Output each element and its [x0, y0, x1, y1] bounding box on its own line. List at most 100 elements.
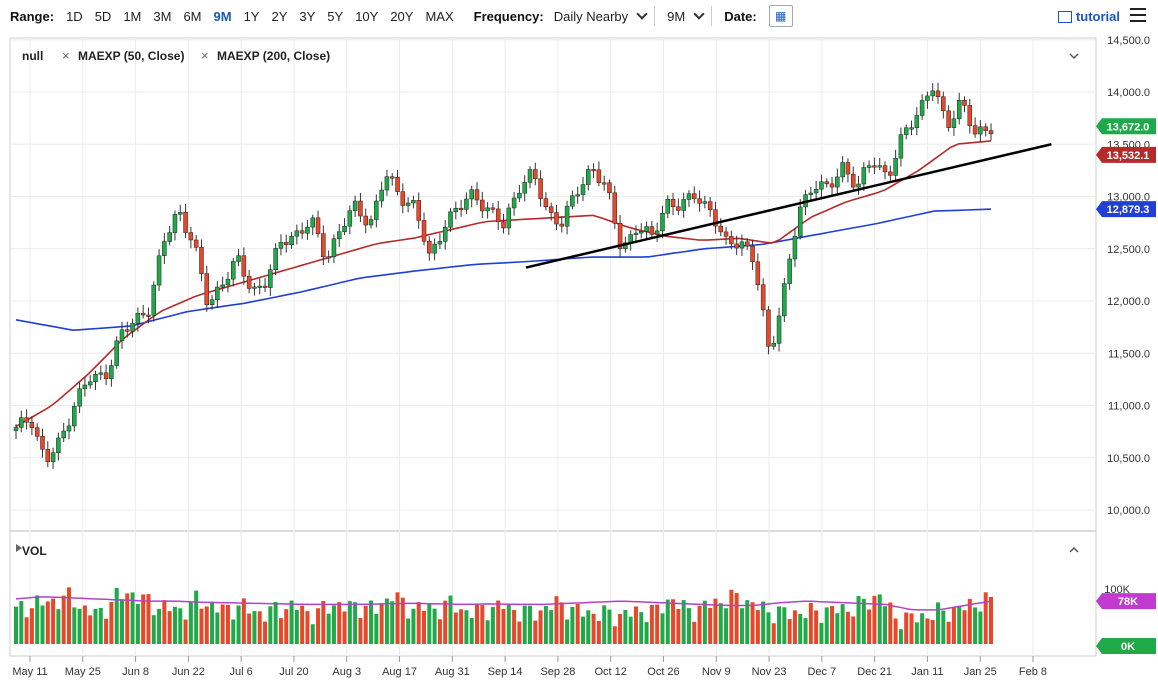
x-tick-label: Feb 8: [1019, 666, 1047, 678]
frequency-select[interactable]: Daily Nearby: [554, 8, 648, 24]
candle-body: [19, 417, 24, 428]
candle-body: [824, 181, 829, 185]
volume-bar: [475, 603, 480, 644]
candle-body: [490, 207, 496, 210]
calendar-icon[interactable]: ▦: [768, 5, 793, 27]
range-button-1m[interactable]: 1M: [123, 8, 142, 24]
volume-bar: [225, 604, 230, 644]
range-button-1y[interactable]: 1Y: [243, 8, 260, 24]
candle-body: [866, 165, 872, 168]
candle-body: [162, 241, 167, 257]
volume-bar: [898, 629, 903, 644]
candle-body: [755, 261, 761, 285]
candle-body: [930, 90, 935, 97]
volume-bar: [877, 594, 882, 644]
candle-body: [29, 422, 35, 428]
candle-body: [760, 284, 766, 311]
volume-bar: [549, 610, 554, 644]
volume-bar: [655, 604, 660, 644]
range-button-3m[interactable]: 3M: [153, 8, 172, 24]
candle-body: [723, 231, 729, 237]
range-button-max[interactable]: MAX: [425, 8, 454, 24]
volume-bar: [755, 610, 760, 644]
expand-chevron-icon[interactable]: [1069, 546, 1079, 553]
volume-bar: [284, 609, 289, 644]
candle-body: [315, 217, 321, 234]
volume-bar: [273, 602, 278, 644]
volume-bar: [951, 606, 956, 644]
volume-bar: [845, 611, 850, 644]
range-button-5y[interactable]: 5Y: [327, 8, 344, 24]
candle-body: [707, 201, 713, 210]
volume-bar: [872, 595, 877, 644]
candle-body: [278, 242, 284, 249]
candle-body: [183, 211, 188, 233]
volume-bar: [66, 587, 71, 644]
x-tick-label: Dec 7: [807, 666, 836, 678]
candle-body: [389, 176, 395, 179]
candle-body: [888, 171, 893, 176]
range-button-5d[interactable]: 5D: [94, 8, 112, 24]
volume-bar: [633, 606, 638, 644]
volume-bar: [19, 601, 24, 644]
candle-body: [474, 189, 480, 201]
candle-body: [649, 226, 655, 235]
candle-body: [633, 232, 639, 235]
volume-bar: [676, 608, 681, 644]
range-button-6m[interactable]: 6M: [183, 8, 202, 24]
volume-bar: [125, 593, 130, 644]
candle-body: [262, 285, 268, 288]
volume-bar: [167, 611, 172, 644]
hamburger-menu-icon[interactable]: [1130, 8, 1146, 22]
volume-bar: [925, 618, 930, 644]
volume-bar: [506, 603, 511, 644]
range-button-20y[interactable]: 20Y: [390, 8, 414, 24]
candle-body: [220, 284, 225, 288]
volume-bar: [686, 608, 691, 644]
volume-bar: [257, 611, 262, 644]
axis-badges: 13,672.0 13,532.1 12,879.3 78K 0K: [1096, 118, 1156, 654]
collapse-chevron-icon[interactable]: [1069, 53, 1079, 60]
period-select[interactable]: 9M: [667, 8, 705, 24]
candle-body: [676, 206, 681, 211]
candle-body: [903, 127, 909, 135]
candle-body: [178, 211, 183, 215]
x-tick-label: Nov 23: [752, 666, 787, 678]
volume-badge-bg: [1096, 593, 1156, 610]
candle-body: [925, 95, 930, 101]
range-button-10y[interactable]: 10Y: [355, 8, 379, 24]
range-button-9m[interactable]: 9M: [213, 8, 232, 24]
volume-bar: [644, 622, 649, 644]
candle-body: [946, 110, 951, 128]
candle-body: [421, 220, 427, 242]
tutorial-link[interactable]: tutorial: [1057, 9, 1120, 24]
remove-study-icon[interactable]: ×: [201, 48, 209, 63]
volume-bar: [983, 592, 988, 644]
candle-body: [384, 176, 390, 191]
candle-body: [98, 372, 104, 375]
volume-bar: [316, 608, 321, 644]
x-tick-label: Jun 8: [122, 666, 149, 678]
volume-toggle-icon[interactable]: [16, 544, 22, 552]
volume-bar: [485, 620, 490, 644]
volume-bar: [586, 610, 591, 644]
volume-bar: [946, 621, 951, 644]
range-button-2y[interactable]: 2Y: [271, 8, 288, 24]
trendline-path[interactable]: [525, 143, 1052, 269]
volume-bar: [104, 618, 109, 644]
range-button-3y[interactable]: 3Y: [299, 8, 316, 24]
candle-body: [686, 193, 692, 200]
volume-bar: [702, 600, 707, 644]
x-tick-label: Nov 9: [702, 666, 731, 678]
volume-bar: [183, 619, 188, 644]
remove-study-icon[interactable]: ×: [62, 48, 70, 63]
candle-body: [543, 198, 549, 208]
toolbar: Range: 1D 5D 1M 3M 6M 9M 1Y 2Y 3Y 5Y 10Y 20Y MAX Fre…: [0, 0, 1158, 32]
range-button-1d[interactable]: 1D: [66, 8, 83, 24]
volume-bar: [77, 608, 82, 644]
volume-bar: [374, 613, 379, 644]
volume-bar: [82, 605, 87, 644]
candle-body: [453, 207, 459, 213]
volume-bar: [803, 618, 808, 644]
candle-body: [665, 199, 671, 214]
